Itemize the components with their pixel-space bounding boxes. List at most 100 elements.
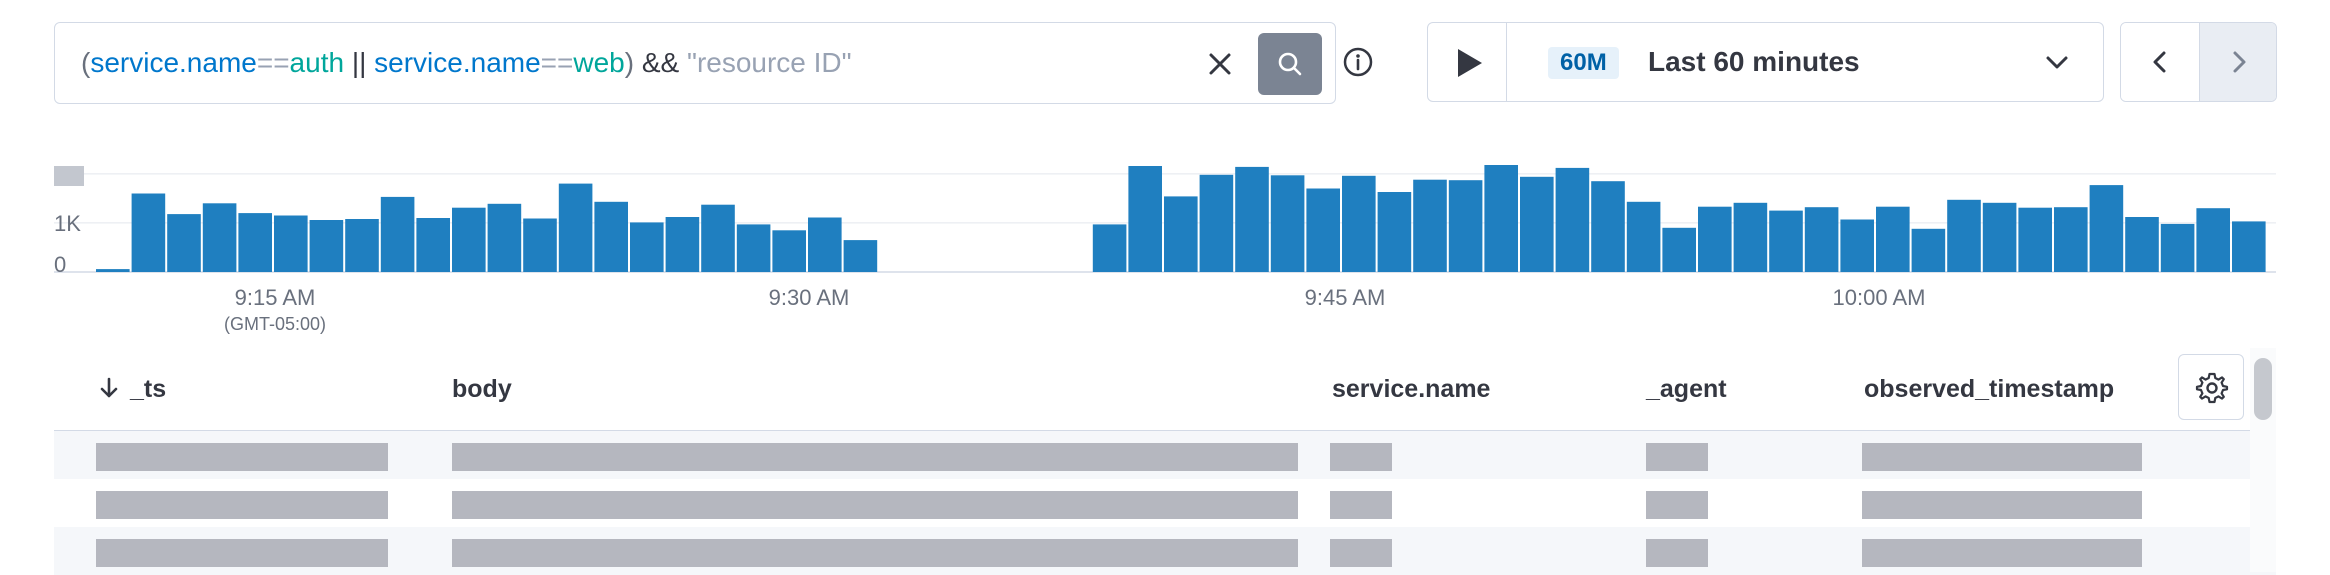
histogram-bar (1911, 228, 1946, 272)
log-table: _ts body service.name _agent observed_ti… (54, 348, 2276, 575)
query-token-bool: && (634, 47, 687, 78)
histogram-bar (131, 193, 166, 272)
histogram-bar (2196, 208, 2230, 272)
column-header-ts[interactable]: _ts (98, 348, 166, 430)
query-token-bool: || (344, 47, 375, 78)
loading-placeholder (1330, 443, 1392, 471)
loading-placeholder (1862, 491, 2142, 519)
histogram-bar (1876, 206, 1910, 272)
histogram-bar (1484, 165, 1518, 272)
histogram-bar (1199, 174, 1234, 272)
histogram-bar (630, 222, 664, 272)
histogram-bar (1342, 175, 1376, 272)
y-tick-label: 1K (54, 211, 81, 236)
y-axis-max-marker (54, 166, 84, 186)
loading-placeholder (452, 443, 1298, 471)
table-row[interactable] (54, 431, 2276, 479)
column-header-agent[interactable]: _agent (1646, 375, 1727, 403)
histogram-bar (274, 215, 308, 272)
query-search-bar[interactable]: (service.name==auth || service.name==web… (54, 22, 1336, 104)
arrow-down-icon (100, 378, 118, 398)
histogram-bar (523, 218, 557, 272)
histogram-bar (1698, 206, 1732, 272)
histogram-bar (843, 240, 878, 272)
loading-placeholder (452, 491, 1298, 519)
histogram-bar (2018, 207, 2052, 272)
next-range-button[interactable] (2200, 23, 2276, 101)
refresh-button[interactable] (1428, 23, 1507, 101)
table-settings-button[interactable] (2178, 354, 2244, 420)
table-header: _ts body service.name _agent observed_ti… (54, 348, 2276, 431)
histogram-bar (2160, 223, 2195, 272)
histogram-bar (1128, 166, 1162, 272)
histogram-bar (1092, 224, 1127, 272)
histogram-bar (558, 183, 593, 272)
search-icon (1278, 52, 1302, 76)
histogram-bar (487, 203, 522, 272)
histogram-bar (238, 213, 272, 272)
loading-placeholder (96, 443, 388, 471)
histogram-bar (452, 207, 486, 272)
loading-placeholder (1646, 491, 1708, 519)
histogram-bar (1769, 210, 1803, 272)
clear-icon[interactable] (1203, 47, 1237, 81)
gear-icon (2195, 372, 2229, 404)
column-header-body[interactable]: body (452, 375, 512, 403)
timezone-label: (GMT-05:00) (224, 314, 326, 334)
x-tick-label: 9:15 AM (235, 285, 316, 310)
histogram-bar (1804, 207, 1839, 272)
play-icon (1458, 49, 1482, 77)
column-header-service-name[interactable]: service.name (1332, 375, 1491, 403)
histogram-bar (1306, 188, 1340, 272)
range-label[interactable]: Last 60 minutes (1648, 46, 1860, 77)
query-input[interactable]: (service.name==auth || service.name==web… (81, 23, 852, 103)
x-tick-label: 10:00 AM (1833, 285, 1926, 310)
histogram-bar (345, 219, 379, 272)
time-range-picker[interactable]: 60M Last 60 minutes (1427, 22, 2104, 102)
scrollbar-thumb[interactable] (2254, 358, 2272, 420)
column-header-observed-timestamp[interactable]: observed_timestamp (1864, 375, 2115, 403)
chevron-left-icon (2153, 51, 2166, 73)
previous-range-button[interactable] (2121, 23, 2200, 101)
query-token-op: == (256, 47, 290, 78)
histogram-bar (2089, 185, 2124, 272)
query-token-paren: ) (624, 47, 635, 78)
histogram-bar (1164, 196, 1198, 272)
histogram-bar (202, 203, 237, 272)
x-tick-label: 9:30 AM (769, 285, 850, 310)
histogram-bar (808, 217, 842, 272)
loading-placeholder (1862, 443, 2142, 471)
loading-placeholder (1330, 491, 1392, 519)
loading-placeholder (96, 539, 388, 567)
log-volume-histogram: 1K 0 9:15 AM (GMT-05:00) 9:30 AM 9:45 AM 10:00… (54, 165, 2276, 334)
loading-placeholder (1646, 443, 1708, 471)
histogram-bar (416, 218, 450, 272)
table-row[interactable] (54, 527, 2276, 575)
loading-placeholder (452, 539, 1298, 567)
histogram-bar (2232, 221, 2266, 272)
histogram-bar (1377, 192, 1412, 272)
histogram-bar (1235, 166, 1269, 272)
y-tick-label: 0 (54, 252, 66, 277)
info-icon[interactable] (1340, 44, 1376, 85)
histogram-bar (1448, 180, 1483, 272)
histogram-bar (309, 220, 344, 272)
chevron-down-icon[interactable] (2044, 50, 2070, 81)
query-token-val: auth (289, 47, 345, 78)
search-button[interactable] (1258, 33, 1322, 95)
table-row[interactable] (54, 479, 2276, 527)
histogram-bar (701, 204, 735, 272)
column-label: _ts (130, 375, 167, 403)
loading-placeholder (1862, 539, 2142, 567)
histogram-bar (1840, 219, 1874, 272)
histogram-bar (594, 201, 628, 272)
histogram-bar (167, 214, 201, 272)
loading-placeholder (1646, 539, 1708, 567)
query-token-val: web (573, 47, 625, 78)
histogram-bar (2054, 207, 2088, 272)
loading-placeholder (96, 491, 388, 519)
histogram-bar (1520, 176, 1554, 272)
histogram-bar (1626, 201, 1661, 272)
histogram-bar (1270, 175, 1305, 272)
histogram-bar (1662, 227, 1696, 272)
